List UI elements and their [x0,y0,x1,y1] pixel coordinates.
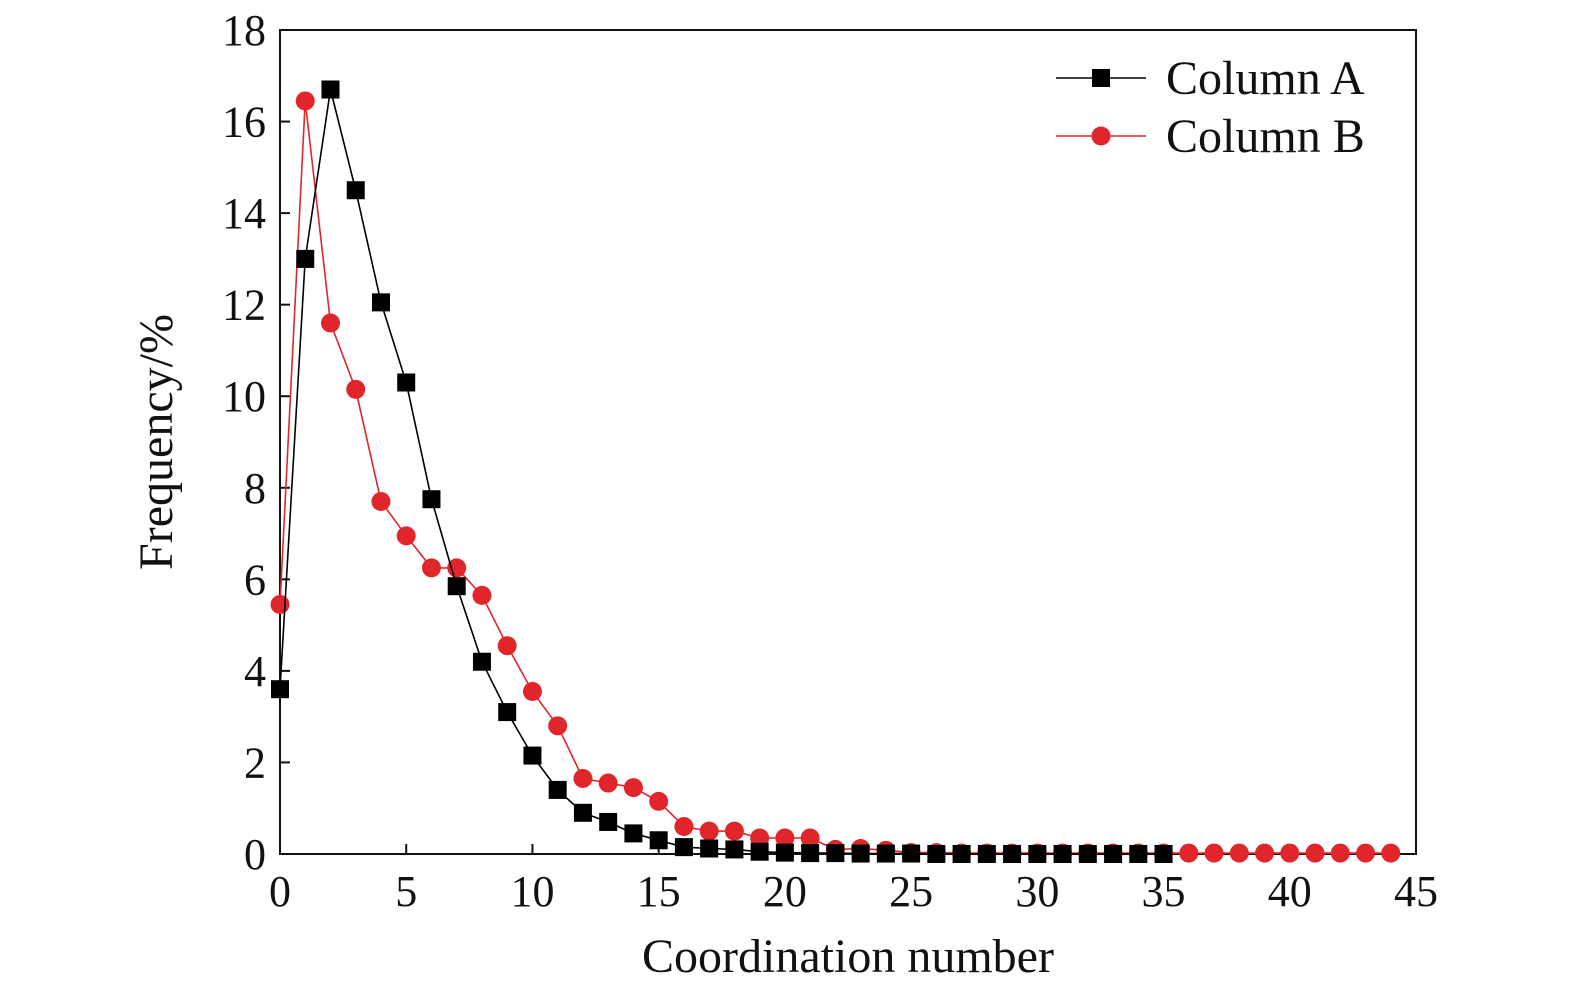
series-2-point [623,778,643,798]
series-2-point [497,636,517,656]
series-1-point [649,831,668,850]
series-1-point [927,845,946,863]
y-tick-label: 18 [222,6,266,55]
series-1-point [498,703,517,722]
series-1-point [876,844,895,863]
series-2-point [699,821,719,841]
series-2-point [649,791,669,811]
series-1-point [1104,845,1123,863]
x-tick-label: 25 [889,867,933,916]
y-axis-title: Frequency/% [130,314,183,570]
series-1-point [1154,845,1173,863]
series-1-point [977,845,996,863]
series-1-point [624,824,643,843]
series-1-point [573,803,592,822]
x-axis-title: Coordination number [642,930,1054,983]
series-2-point [800,828,820,848]
series-2-point [1330,843,1350,863]
series-2-point [1229,843,1249,863]
series-2-point [1204,843,1224,863]
x-tick-label: 35 [1142,867,1186,916]
x-tick-label: 20 [763,867,807,916]
series-1-point [851,844,870,863]
legend-marker [1092,69,1110,87]
y-tick-label: 8 [244,464,266,513]
series-1-point [346,181,365,200]
series-1-point [523,746,542,765]
series-1-point [775,843,794,862]
y-tick-label: 0 [244,830,266,879]
series-1-point [271,680,289,699]
series-2-point [1356,843,1376,863]
y-tick-label: 4 [244,647,266,696]
series-1-point [1003,845,1022,863]
series-2-point [1280,843,1300,863]
series-1-point [826,844,845,863]
series-1-point [952,845,971,863]
x-tick-label: 0 [269,867,291,916]
x-tick-label: 5 [395,867,417,916]
series-2-point [346,379,366,399]
x-tick-label: 45 [1394,867,1438,916]
series-2-point [270,595,290,615]
x-tick-label: 10 [510,867,554,916]
series-1-point [725,840,744,859]
legend-label: Column A [1166,52,1365,105]
series-2-point [598,773,618,793]
series-2-point [1179,843,1199,863]
series-2-point [396,526,416,546]
series-2-point [1381,843,1401,863]
series-2-point [548,716,568,736]
series-2-point [371,492,391,512]
series-2-point [295,91,315,111]
x-tick-label: 40 [1268,867,1312,916]
y-tick-label: 12 [222,281,266,330]
series-2-point [472,585,492,605]
series-1-point [801,844,820,863]
series-1-point [548,780,567,799]
series-1-point [296,249,315,268]
series-1 [271,80,1173,863]
series-1-point [674,838,693,857]
series-2-point [522,681,542,701]
y-tick-label: 10 [222,372,266,421]
series-1-point [1129,845,1148,863]
y-tick-label: 16 [222,98,266,147]
series-2-point [724,821,744,841]
x-axis-ticks: 0 5 10 15 20 25 30 35 40 45 [269,844,1438,916]
series-2-point [573,768,593,788]
series-2-point [1305,843,1325,863]
series-1-point [599,812,618,831]
series-1-point [750,842,769,861]
y-axis-ticks: 0 2 4 6 8 10 12 14 16 18 [222,6,290,879]
series-1-point [397,373,416,392]
series-1-point [447,577,466,596]
legend-label: Column B [1166,110,1365,163]
series-1-point [371,293,390,312]
y-tick-label: 2 [244,738,266,787]
series-1-point [902,844,921,863]
series-2-point [775,828,795,848]
series-1-point [422,490,441,509]
series-1-point [1053,845,1072,863]
series-2-point [674,817,694,837]
series-1-point [321,80,340,99]
series-1-point [1028,845,1047,863]
series-2-point [421,558,441,578]
series-layer [270,80,1401,863]
series-2-point [1255,843,1275,863]
series-1-point [472,652,491,671]
y-tick-label: 14 [222,189,266,238]
y-tick-label: 6 [244,555,266,604]
legend-marker [1091,126,1111,146]
x-tick-label: 15 [637,867,681,916]
series-1-point [1078,845,1097,863]
x-tick-label: 30 [1015,867,1059,916]
series-2-point [320,313,340,333]
series-1-point [700,839,719,858]
